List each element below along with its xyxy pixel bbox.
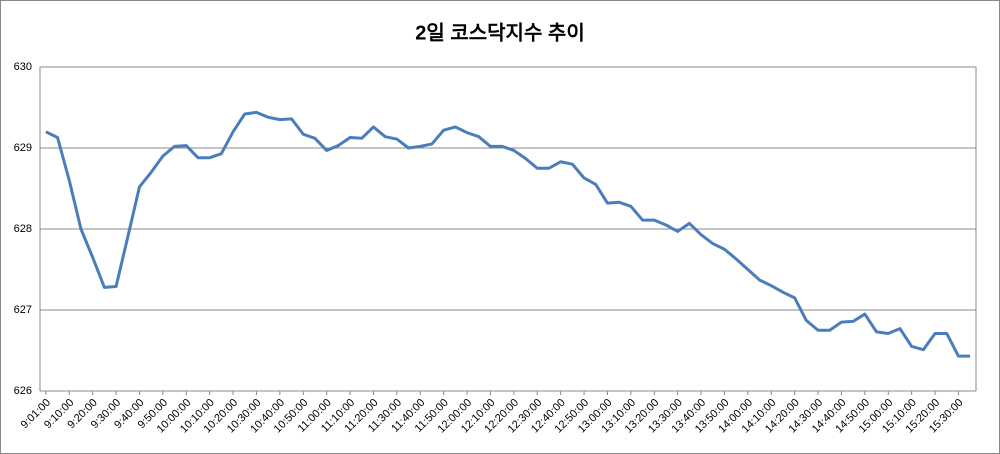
y-tick-label: 628 [14, 223, 32, 235]
y-tick-label: 629 [14, 142, 32, 154]
y-tick-label: 627 [14, 304, 32, 316]
y-tick-label: 630 [14, 61, 32, 73]
chart-title: 2일 코스닥지수 추이 [415, 21, 584, 44]
y-tick-label: 626 [14, 385, 32, 397]
data-line [45, 110, 971, 358]
